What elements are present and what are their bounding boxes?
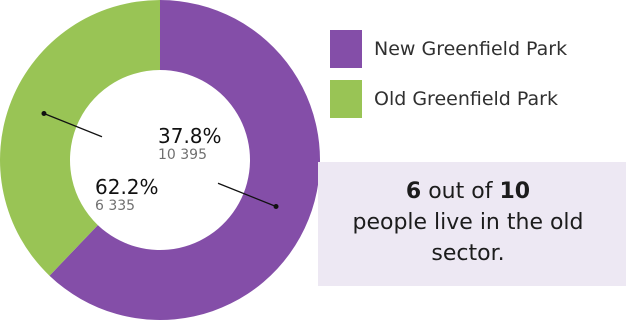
legend-label-new: New Greenfield Park [374, 38, 568, 60]
pct-label-new: 37.8% [158, 124, 222, 148]
legend-swatch-old [330, 80, 362, 118]
callout-text-2: people live in the old sector. [352, 210, 584, 266]
legend: New Greenfield Park Old Greenfield Park [330, 30, 567, 130]
pct-label-old: 62.2% [95, 175, 159, 199]
slice-old [0, 0, 160, 276]
slice-new [49, 0, 320, 320]
legend-item-old: Old Greenfield Park [330, 80, 567, 118]
callout-text-1: out of [428, 179, 493, 204]
legend-swatch-new [330, 30, 362, 68]
leader-line-new [217, 182, 277, 208]
legend-item-new: New Greenfield Park [330, 30, 567, 68]
value-label-old: 6 335 [95, 198, 135, 214]
leader-line-old [43, 112, 103, 138]
legend-label-old: Old Greenfield Park [374, 88, 558, 110]
callout-text: 6 out of 10 people live in the old secto… [318, 176, 618, 269]
callout-box: 6 out of 10 people live in the old secto… [318, 162, 626, 286]
callout-number-6: 6 [405, 179, 422, 204]
leader-dot-new [273, 204, 279, 210]
callout-number-10: 10 [499, 179, 531, 204]
donut-chart: 37.8%10 395 62.2%6 335 [0, 0, 320, 320]
value-label-new: 10 395 [158, 147, 207, 163]
leader-dot-old [41, 110, 47, 116]
